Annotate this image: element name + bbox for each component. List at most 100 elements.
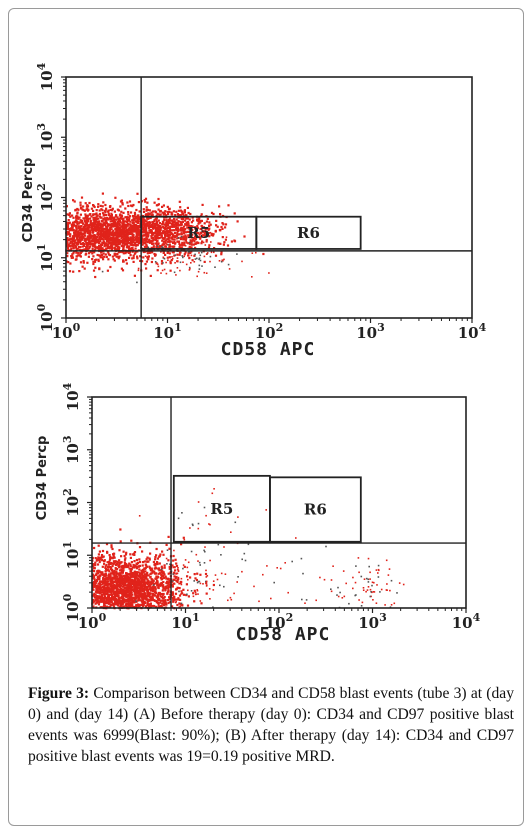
event-dot	[208, 244, 211, 247]
event-dot	[154, 222, 157, 225]
event-dot	[93, 563, 96, 566]
event-dot	[131, 605, 134, 608]
event-dot	[124, 581, 127, 584]
event-dot	[123, 228, 126, 231]
event-dot	[216, 225, 219, 228]
y-tick-exponent: 0	[61, 593, 74, 601]
event-dot	[217, 543, 220, 546]
event-dot	[118, 549, 121, 552]
event-dot	[253, 585, 255, 588]
event-dot	[108, 247, 111, 250]
event-dot	[139, 220, 142, 223]
event-dot	[75, 243, 78, 246]
event-dot	[162, 603, 165, 607]
event-dot	[154, 587, 157, 591]
event-dot	[140, 589, 143, 592]
event-dot	[136, 574, 139, 577]
event-dot	[70, 223, 73, 226]
event-dot	[162, 576, 166, 580]
event-dot	[167, 259, 169, 261]
event-dot	[168, 252, 171, 255]
event-dot	[162, 251, 165, 254]
event-dot	[134, 605, 137, 608]
event-dot	[151, 604, 154, 608]
event-dot	[132, 233, 135, 237]
event-dot	[122, 248, 125, 251]
event-dot	[78, 234, 81, 237]
event-dot	[203, 234, 206, 237]
event-dot	[88, 239, 91, 242]
event-dot	[139, 576, 142, 579]
event-dot	[125, 590, 128, 593]
event-dot	[96, 239, 99, 242]
event-dot	[156, 240, 159, 243]
event-dot	[102, 241, 105, 245]
y-tick-exponent: 1	[61, 541, 74, 549]
event-dot	[117, 222, 121, 225]
event-dot	[195, 235, 198, 238]
y-tick-label: 102	[35, 183, 56, 212]
event-dot	[120, 555, 123, 558]
event-dot	[117, 588, 120, 591]
event-dot	[121, 251, 124, 254]
event-dot	[83, 234, 86, 237]
event-dot	[97, 242, 100, 245]
event-dot	[102, 597, 105, 600]
event-dot	[74, 225, 77, 228]
event-dot	[118, 579, 122, 582]
event-dot	[161, 211, 164, 214]
event-dot	[187, 222, 190, 225]
event-dot	[173, 582, 175, 585]
event-dot	[158, 567, 161, 570]
event-dot	[142, 568, 145, 571]
event-dot	[144, 228, 147, 231]
event-dot	[136, 578, 139, 581]
event-dot	[191, 238, 194, 241]
event-dot	[100, 572, 103, 575]
event-dot	[162, 262, 164, 264]
event-dot	[112, 553, 115, 556]
event-dot	[163, 268, 166, 271]
event-dot	[93, 243, 96, 247]
event-dot	[95, 572, 98, 575]
event-dot	[107, 583, 110, 586]
event-dot	[132, 221, 135, 224]
figure-caption: Figure 3: Comparison between CD34 and CD…	[28, 683, 514, 767]
event-dot	[76, 241, 80, 244]
event-dot	[120, 244, 123, 248]
event-dot	[171, 257, 174, 260]
event-dot	[176, 223, 179, 226]
event-dot	[132, 596, 135, 599]
event-dot	[200, 224, 203, 227]
event-dot	[87, 208, 90, 211]
event-dot	[203, 549, 205, 552]
event-dot	[233, 212, 236, 215]
event-dot	[241, 260, 243, 263]
event-dot	[196, 589, 199, 592]
event-dot	[220, 554, 222, 556]
event-dot	[117, 577, 120, 580]
event-dot	[166, 250, 169, 253]
event-dot	[118, 240, 121, 243]
event-dot	[113, 580, 116, 583]
event-dot	[109, 599, 112, 603]
event-dot	[104, 235, 107, 238]
event-dot	[206, 252, 209, 254]
event-dot	[170, 580, 174, 583]
event-dot	[97, 232, 100, 235]
event-dot	[141, 218, 144, 222]
event-dot	[133, 228, 136, 231]
event-dot	[113, 569, 116, 572]
event-dot	[94, 236, 97, 239]
event-dot	[161, 269, 164, 272]
event-dot	[117, 595, 120, 598]
event-dot	[188, 251, 190, 253]
event-dot	[190, 233, 193, 236]
event-dot	[114, 600, 117, 603]
event-dot	[390, 579, 393, 582]
event-dot	[145, 209, 148, 212]
event-dot	[134, 215, 138, 218]
event-dot	[125, 240, 128, 243]
event-dot	[196, 224, 199, 228]
event-dot	[185, 242, 188, 244]
